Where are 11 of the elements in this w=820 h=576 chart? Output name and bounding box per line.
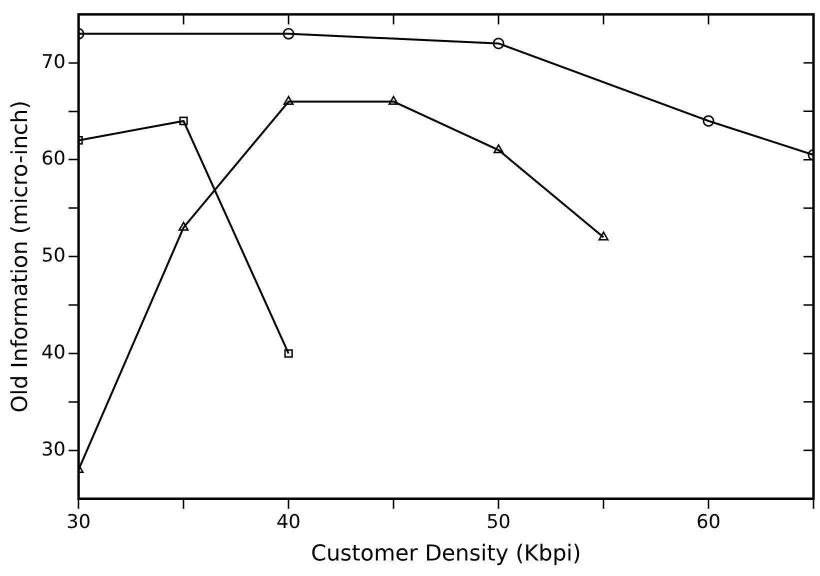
y-tick-label: 70 [41, 50, 66, 73]
y-axis-title: Old Information (micro-inch) [8, 100, 33, 413]
x-tick-label: 40 [276, 511, 301, 534]
x-tick-label: 30 [66, 511, 91, 534]
x-tick-label: 60 [696, 511, 721, 534]
y-tick-label: 30 [41, 438, 66, 460]
x-tick-label: 50 [486, 511, 511, 534]
y-tick-label: 40 [41, 341, 66, 364]
x-axis-title: Customer Density (Kbpi) [310, 542, 582, 567]
y-tick-label: 50 [41, 244, 66, 267]
y-tick-label: 60 [41, 148, 66, 170]
